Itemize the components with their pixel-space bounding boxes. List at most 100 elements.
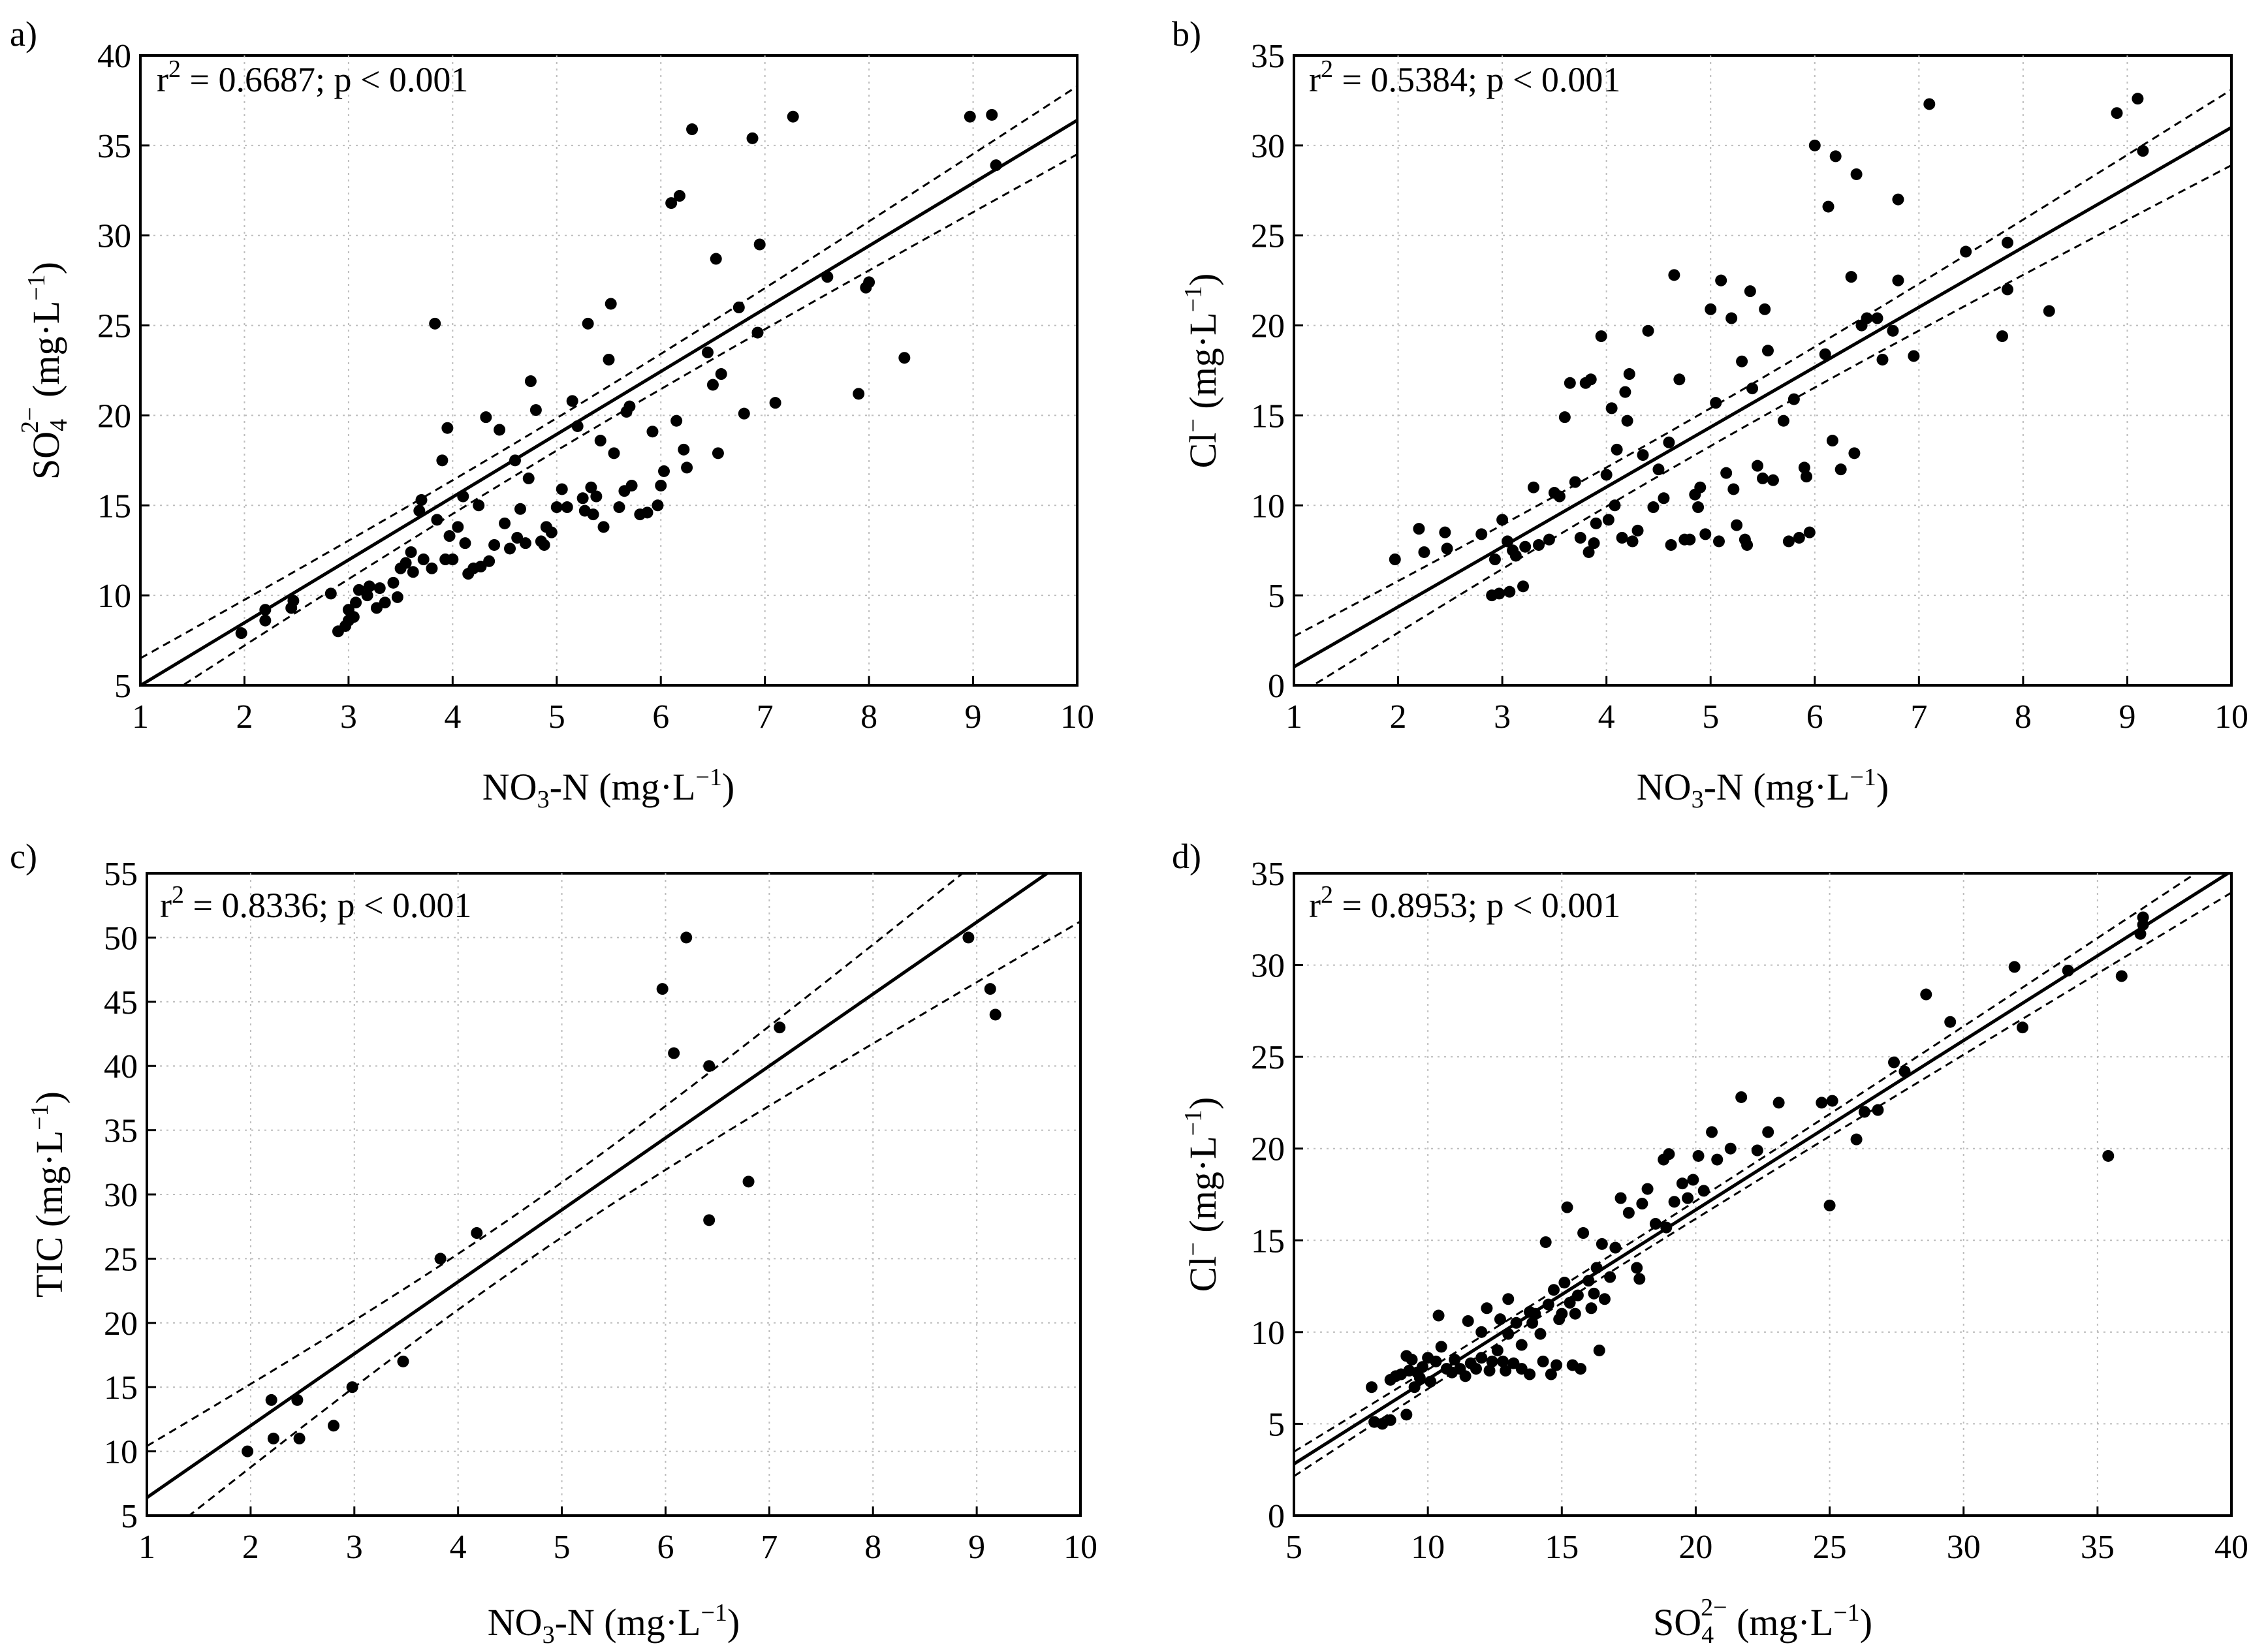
data-point (1470, 1363, 1482, 1375)
data-point (1510, 1317, 1522, 1329)
data-point (1413, 523, 1425, 535)
y-tick-label: 5 (121, 1498, 138, 1535)
x-tick-label: 15 (1545, 1529, 1579, 1566)
data-point (670, 414, 683, 427)
data-point (1761, 345, 1774, 357)
data-point (1611, 443, 1623, 456)
y-tick-label: 10 (97, 578, 131, 615)
data-point (1600, 469, 1613, 481)
x-tick-label: 30 (1947, 1529, 1981, 1566)
r2-exponent: 2 (1321, 55, 1333, 83)
data-point (1605, 402, 1618, 414)
x-ticks: 1 2 3 4 5 6 7 8 9 10 (1285, 676, 2248, 736)
data-point (1486, 1355, 1498, 1367)
x-tick-label: 3 (340, 698, 357, 736)
data-point (1475, 1326, 1488, 1338)
y-ticks: 5 10 15 20 25 30 35 40 (97, 38, 150, 705)
data-point (400, 557, 412, 569)
data-points (235, 108, 1002, 640)
data-point (2137, 145, 2149, 157)
data-point (1727, 483, 1740, 495)
data-point (1848, 447, 1861, 460)
data-point (1647, 501, 1660, 514)
data-point (1435, 1341, 1447, 1353)
y-axis-title: SO42− (mg·L−1) (16, 262, 72, 480)
data-point (1418, 546, 1430, 558)
stat-annotation: r2 = 0.6687; p < 0.001 (157, 55, 468, 99)
y-tick-label: 30 (1251, 948, 1285, 985)
data-point (1641, 1183, 1654, 1195)
stat-annotation: r2 = 0.5384; p < 0.001 (1309, 55, 1620, 99)
r2-value: = 0.8953; p < 0.001 (1333, 886, 1620, 925)
data-point (1920, 988, 1932, 1001)
data-point (703, 1214, 716, 1226)
data-point (480, 411, 492, 424)
gridlines (147, 873, 1080, 1516)
data-point (556, 483, 568, 495)
data-point (1858, 1106, 1870, 1118)
r2-value: = 0.5384; p < 0.001 (1333, 60, 1620, 99)
data-point (1595, 330, 1607, 343)
data-point (1497, 1355, 1509, 1367)
data-point (1590, 517, 1602, 529)
y-ticks: 0 5 10 15 20 25 30 35 (1251, 38, 1303, 705)
x-tick-label: 2 (236, 698, 253, 736)
regression-line (147, 873, 1050, 1499)
data-point (1720, 467, 1733, 479)
ci-upper (1294, 89, 2231, 638)
data-point (499, 517, 511, 529)
data-point (363, 580, 375, 593)
x-tick-label: 10 (1411, 1529, 1445, 1566)
data-point (2001, 283, 2013, 296)
plot-area (146, 872, 1082, 1517)
fit-line (1294, 873, 2231, 1465)
data-point (2111, 107, 2123, 119)
x-tick-label: 10 (2214, 698, 2248, 736)
data-point (1585, 1302, 1598, 1315)
data-point (429, 317, 441, 330)
data-point (475, 561, 487, 573)
data-point (1759, 303, 1771, 315)
data-point (1699, 528, 1712, 540)
data-point (1496, 514, 1509, 526)
data-point (1622, 1207, 1635, 1219)
data-point (1876, 353, 1889, 366)
data-point (259, 604, 272, 616)
data-point (703, 1060, 716, 1072)
data-point (426, 562, 438, 574)
x-tick-label: 7 (761, 1529, 778, 1566)
data-point (1801, 471, 1813, 483)
x-tick-label: 5 (1702, 698, 1719, 736)
data-point (2137, 918, 2149, 931)
data-point (242, 1445, 254, 1457)
data-point (753, 238, 766, 251)
data-point (1616, 531, 1628, 544)
data-point (509, 454, 521, 467)
ci-lower (1294, 892, 2231, 1477)
y-tick-label: 35 (97, 128, 131, 165)
y-tick-label: 5 (1268, 1406, 1285, 1443)
data-point (646, 426, 659, 438)
data-point (1365, 1381, 1378, 1394)
gridlines (140, 55, 1077, 685)
data-point (1746, 382, 1759, 395)
data-point (1623, 368, 1635, 381)
data-point (566, 395, 578, 407)
data-point (1751, 1144, 1763, 1157)
data-point (787, 110, 799, 123)
panel-label: d) (1172, 837, 1201, 876)
data-point (1569, 476, 1581, 488)
data-point (1741, 538, 1754, 551)
data-point (1475, 1352, 1488, 1364)
y-tick-label: 20 (1251, 1131, 1285, 1168)
x-tick-label: 20 (1678, 1529, 1712, 1566)
data-point (1692, 501, 1705, 514)
x-tick-label: 5 (1285, 1529, 1302, 1566)
x-tick-label: 2 (1390, 698, 1407, 736)
data-point (522, 472, 535, 484)
data-point (686, 123, 699, 136)
y-tick-label: 10 (1251, 1315, 1285, 1352)
y-tick-label: 25 (97, 308, 131, 345)
data-point (1631, 1262, 1643, 1274)
data-point (1872, 1104, 1884, 1116)
